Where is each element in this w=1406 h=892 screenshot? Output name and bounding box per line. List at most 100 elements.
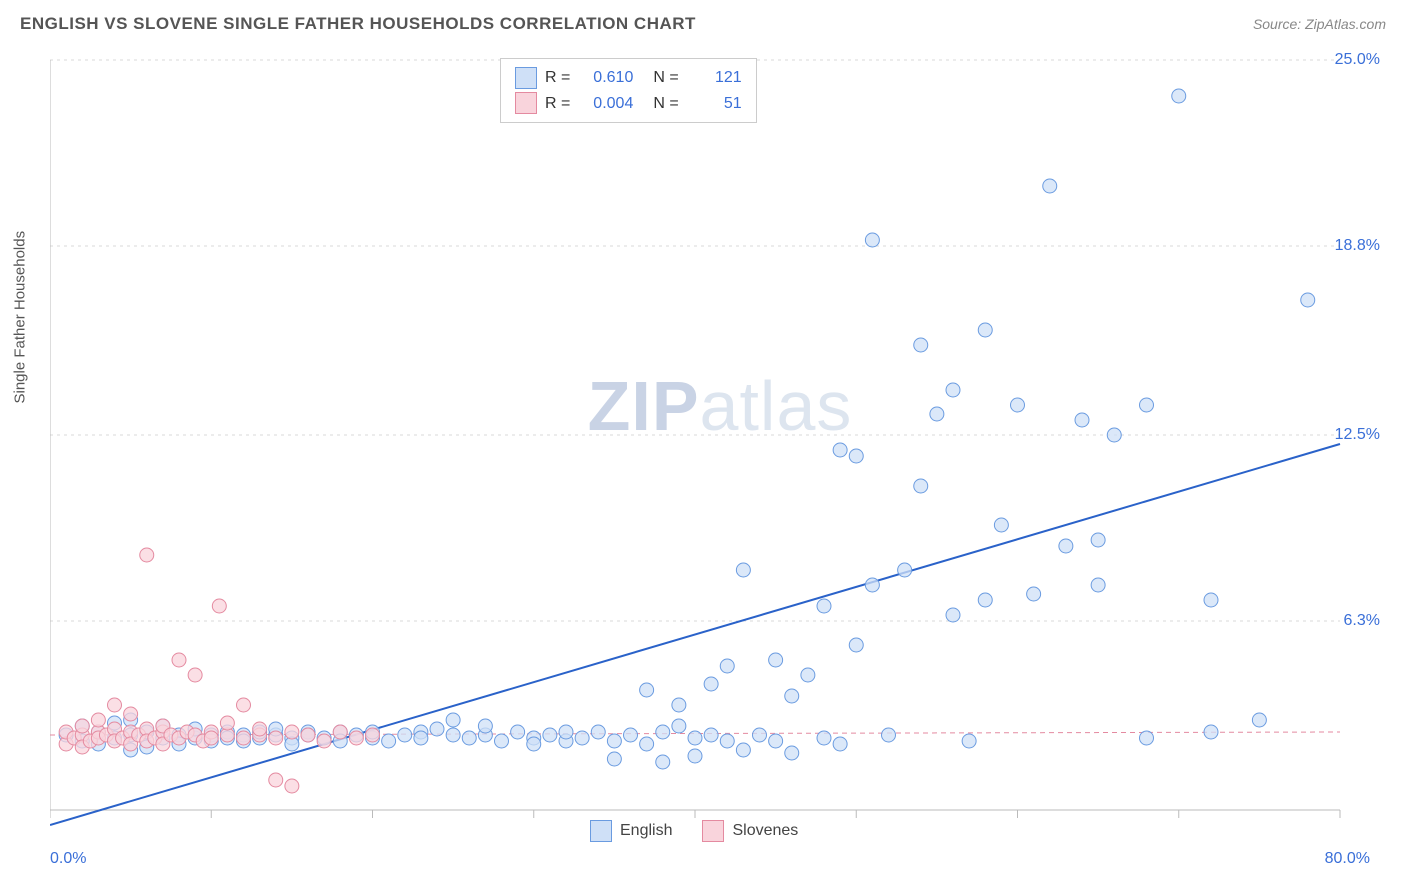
x-axis-max-label: 80.0% (1325, 850, 1370, 868)
data-point (769, 734, 783, 748)
data-point (624, 728, 638, 742)
legend-item: Slovenes (702, 820, 798, 842)
data-point (1059, 539, 1073, 553)
legend-label: Slovenes (732, 822, 798, 840)
data-point (1027, 587, 1041, 601)
data-point (220, 716, 234, 730)
data-point (656, 755, 670, 769)
data-point (212, 599, 226, 613)
data-point (188, 668, 202, 682)
stat-legend: R = 0.610 N = 121 R = 0.004 N = 51 (500, 58, 757, 123)
data-point (527, 737, 541, 751)
data-point (269, 773, 283, 787)
data-point (204, 731, 218, 745)
stat-legend-row: R = 0.004 N = 51 (515, 91, 742, 117)
chart-container: Single Father Households ZIPatlas R =0.6… (50, 50, 1390, 840)
data-point (285, 779, 299, 793)
data-point (91, 713, 105, 727)
legend-swatch (515, 67, 537, 89)
data-point (75, 719, 89, 733)
data-point (785, 746, 799, 760)
data-point (1011, 398, 1025, 412)
data-point (736, 563, 750, 577)
data-point (898, 563, 912, 577)
data-point (978, 593, 992, 607)
series-legend: English Slovenes (590, 820, 798, 842)
data-point (704, 677, 718, 691)
stat-legend-row: R = 0.610 N = 121 (515, 65, 742, 91)
data-point (1107, 428, 1121, 442)
data-point (785, 689, 799, 703)
data-point (398, 728, 412, 742)
data-point (801, 668, 815, 682)
data-point (720, 734, 734, 748)
data-point (366, 728, 380, 742)
regression-line (50, 444, 1340, 825)
n-label: N = (653, 65, 678, 91)
data-point (833, 443, 847, 457)
data-point (833, 737, 847, 751)
data-point (865, 233, 879, 247)
data-point (559, 725, 573, 739)
data-point (914, 338, 928, 352)
data-point (446, 728, 460, 742)
data-point (849, 638, 863, 652)
data-point (1140, 731, 1154, 745)
data-point (575, 731, 589, 745)
legend-swatch (590, 820, 612, 842)
y-axis-label: Single Father Households (12, 231, 29, 404)
data-point (543, 728, 557, 742)
header: ENGLISH VS SLOVENE SINGLE FATHER HOUSEHO… (0, 0, 1406, 40)
data-point (607, 752, 621, 766)
data-point (1140, 398, 1154, 412)
data-point (1075, 413, 1089, 427)
data-point (688, 731, 702, 745)
data-point (1204, 593, 1218, 607)
data-point (108, 698, 122, 712)
r-label: R = (545, 65, 570, 91)
legend-swatch (515, 92, 537, 114)
data-point (253, 722, 267, 736)
legend-label: English (620, 822, 672, 840)
data-point (753, 728, 767, 742)
data-point (672, 698, 686, 712)
data-point (269, 731, 283, 745)
data-point (478, 719, 492, 733)
data-point (1091, 533, 1105, 547)
data-point (882, 728, 896, 742)
data-point (317, 734, 331, 748)
data-point (720, 659, 734, 673)
data-point (237, 698, 251, 712)
source-label: Source: ZipAtlas.com (1253, 16, 1386, 32)
n-value: 51 (687, 91, 742, 117)
legend-item: English (590, 820, 672, 842)
data-point (769, 653, 783, 667)
data-point (849, 449, 863, 463)
data-point (930, 407, 944, 421)
data-point (333, 725, 347, 739)
data-point (736, 743, 750, 757)
data-point (914, 479, 928, 493)
data-point (817, 731, 831, 745)
data-point (430, 722, 444, 736)
data-point (1043, 179, 1057, 193)
data-point (140, 548, 154, 562)
r-label: R = (545, 91, 570, 117)
data-point (1252, 713, 1266, 727)
n-label: N = (653, 91, 678, 117)
chart-title: ENGLISH VS SLOVENE SINGLE FATHER HOUSEHO… (20, 14, 696, 34)
data-point (462, 731, 476, 745)
data-point (1204, 725, 1218, 739)
data-point (285, 725, 299, 739)
legend-swatch (702, 820, 724, 842)
data-point (591, 725, 605, 739)
data-point (946, 383, 960, 397)
r-value: 0.004 (578, 91, 633, 117)
n-value: 121 (687, 65, 742, 91)
data-point (865, 578, 879, 592)
data-point (446, 713, 460, 727)
data-point (237, 731, 251, 745)
data-point (978, 323, 992, 337)
y-tick-label: 6.3% (1344, 612, 1380, 630)
r-value: 0.610 (578, 65, 633, 91)
